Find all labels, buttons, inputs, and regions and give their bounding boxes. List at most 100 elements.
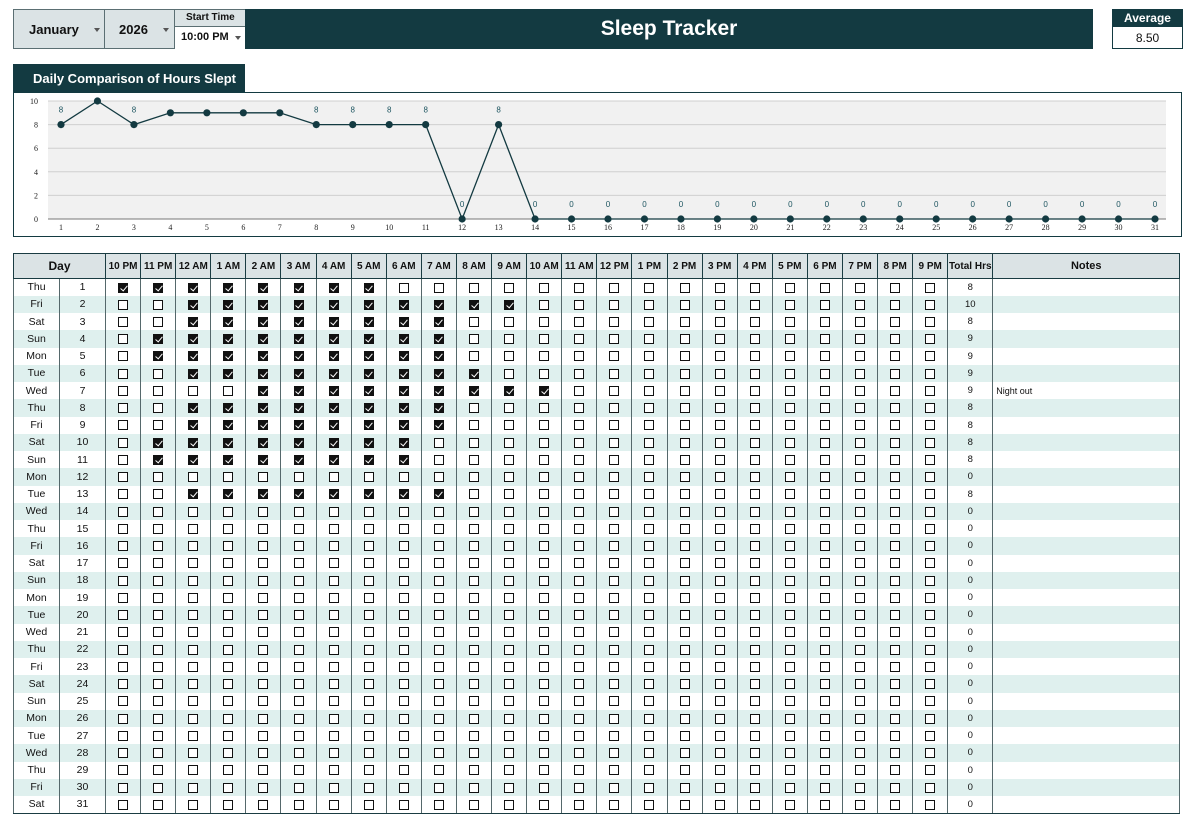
notes-cell[interactable] (992, 744, 1181, 762)
sleep-checkbox[interactable] (890, 454, 901, 465)
sleep-checkbox[interactable] (749, 644, 760, 655)
sleep-checkbox[interactable] (504, 472, 515, 483)
sleep-checkbox[interactable] (398, 368, 409, 379)
sleep-checkbox[interactable] (819, 644, 830, 655)
sleep-checkbox[interactable] (714, 541, 725, 552)
sleep-checkbox[interactable] (328, 644, 339, 655)
sleep-checkbox[interactable] (784, 782, 795, 793)
sleep-checkbox[interactable] (118, 403, 129, 414)
sleep-checkbox[interactable] (468, 437, 479, 448)
sleep-checkbox[interactable] (679, 799, 690, 810)
notes-cell[interactable] (992, 675, 1181, 693)
sleep-checkbox[interactable] (188, 748, 199, 759)
sleep-checkbox[interactable] (504, 592, 515, 603)
sleep-checkbox[interactable] (433, 782, 444, 793)
sleep-checkbox[interactable] (188, 610, 199, 621)
sleep-checkbox[interactable] (293, 765, 304, 776)
sleep-checkbox[interactable] (890, 351, 901, 362)
sleep-checkbox[interactable] (925, 782, 936, 793)
sleep-checkbox[interactable] (258, 523, 269, 534)
notes-cell[interactable] (992, 658, 1181, 676)
sleep-checkbox[interactable] (644, 575, 655, 586)
sleep-checkbox[interactable] (433, 558, 444, 569)
sleep-checkbox[interactable] (925, 748, 936, 759)
sleep-checkbox[interactable] (855, 644, 866, 655)
sleep-checkbox[interactable] (644, 644, 655, 655)
sleep-checkbox[interactable] (258, 765, 269, 776)
sleep-checkbox[interactable] (539, 506, 550, 517)
sleep-checkbox[interactable] (504, 299, 515, 310)
sleep-checkbox[interactable] (644, 282, 655, 293)
sleep-checkbox[interactable] (223, 661, 234, 672)
sleep-checkbox[interactable] (644, 661, 655, 672)
sleep-checkbox[interactable] (925, 316, 936, 327)
sleep-checkbox[interactable] (433, 661, 444, 672)
sleep-checkbox[interactable] (679, 316, 690, 327)
sleep-checkbox[interactable] (890, 316, 901, 327)
notes-cell[interactable] (992, 451, 1181, 469)
sleep-checkbox[interactable] (118, 558, 129, 569)
sleep-checkbox[interactable] (925, 575, 936, 586)
sleep-checkbox[interactable] (679, 523, 690, 534)
sleep-checkbox[interactable] (679, 592, 690, 603)
sleep-checkbox[interactable] (679, 506, 690, 517)
sleep-checkbox[interactable] (539, 679, 550, 690)
sleep-checkbox[interactable] (855, 454, 866, 465)
sleep-checkbox[interactable] (679, 437, 690, 448)
sleep-checkbox[interactable] (153, 437, 164, 448)
sleep-checkbox[interactable] (223, 575, 234, 586)
sleep-checkbox[interactable] (398, 799, 409, 810)
sleep-checkbox[interactable] (504, 316, 515, 327)
sleep-checkbox[interactable] (609, 644, 620, 655)
sleep-checkbox[interactable] (258, 472, 269, 483)
sleep-checkbox[interactable] (223, 592, 234, 603)
sleep-checkbox[interactable] (714, 472, 725, 483)
sleep-checkbox[interactable] (539, 523, 550, 534)
sleep-checkbox[interactable] (749, 592, 760, 603)
sleep-checkbox[interactable] (504, 403, 515, 414)
sleep-checkbox[interactable] (468, 627, 479, 638)
sleep-checkbox[interactable] (118, 575, 129, 586)
start-time-dropdown[interactable]: 10:00 PM (175, 26, 245, 49)
sleep-checkbox[interactable] (258, 679, 269, 690)
sleep-checkbox[interactable] (433, 299, 444, 310)
sleep-checkbox[interactable] (433, 489, 444, 500)
sleep-checkbox[interactable] (574, 334, 585, 345)
sleep-checkbox[interactable] (609, 523, 620, 534)
sleep-checkbox[interactable] (258, 506, 269, 517)
sleep-checkbox[interactable] (153, 541, 164, 552)
sleep-checkbox[interactable] (328, 334, 339, 345)
sleep-checkbox[interactable] (855, 782, 866, 793)
sleep-checkbox[interactable] (223, 403, 234, 414)
sleep-checkbox[interactable] (855, 351, 866, 362)
sleep-checkbox[interactable] (644, 679, 655, 690)
sleep-checkbox[interactable] (679, 627, 690, 638)
sleep-checkbox[interactable] (328, 523, 339, 534)
sleep-checkbox[interactable] (609, 385, 620, 396)
sleep-checkbox[interactable] (539, 627, 550, 638)
sleep-checkbox[interactable] (433, 403, 444, 414)
sleep-checkbox[interactable] (784, 523, 795, 534)
sleep-checkbox[interactable] (118, 661, 129, 672)
sleep-checkbox[interactable] (188, 713, 199, 724)
sleep-checkbox[interactable] (784, 541, 795, 552)
sleep-checkbox[interactable] (223, 627, 234, 638)
sleep-checkbox[interactable] (539, 368, 550, 379)
sleep-checkbox[interactable] (223, 420, 234, 431)
sleep-checkbox[interactable] (574, 541, 585, 552)
sleep-checkbox[interactable] (609, 334, 620, 345)
sleep-checkbox[interactable] (890, 799, 901, 810)
sleep-checkbox[interactable] (293, 713, 304, 724)
sleep-checkbox[interactable] (925, 541, 936, 552)
sleep-checkbox[interactable] (328, 765, 339, 776)
sleep-checkbox[interactable] (890, 472, 901, 483)
sleep-checkbox[interactable] (118, 679, 129, 690)
sleep-checkbox[interactable] (890, 765, 901, 776)
sleep-checkbox[interactable] (574, 679, 585, 690)
sleep-checkbox[interactable] (609, 765, 620, 776)
sleep-checkbox[interactable] (118, 506, 129, 517)
sleep-checkbox[interactable] (468, 610, 479, 621)
sleep-checkbox[interactable] (293, 541, 304, 552)
notes-cell[interactable] (992, 347, 1181, 365)
sleep-checkbox[interactable] (258, 437, 269, 448)
